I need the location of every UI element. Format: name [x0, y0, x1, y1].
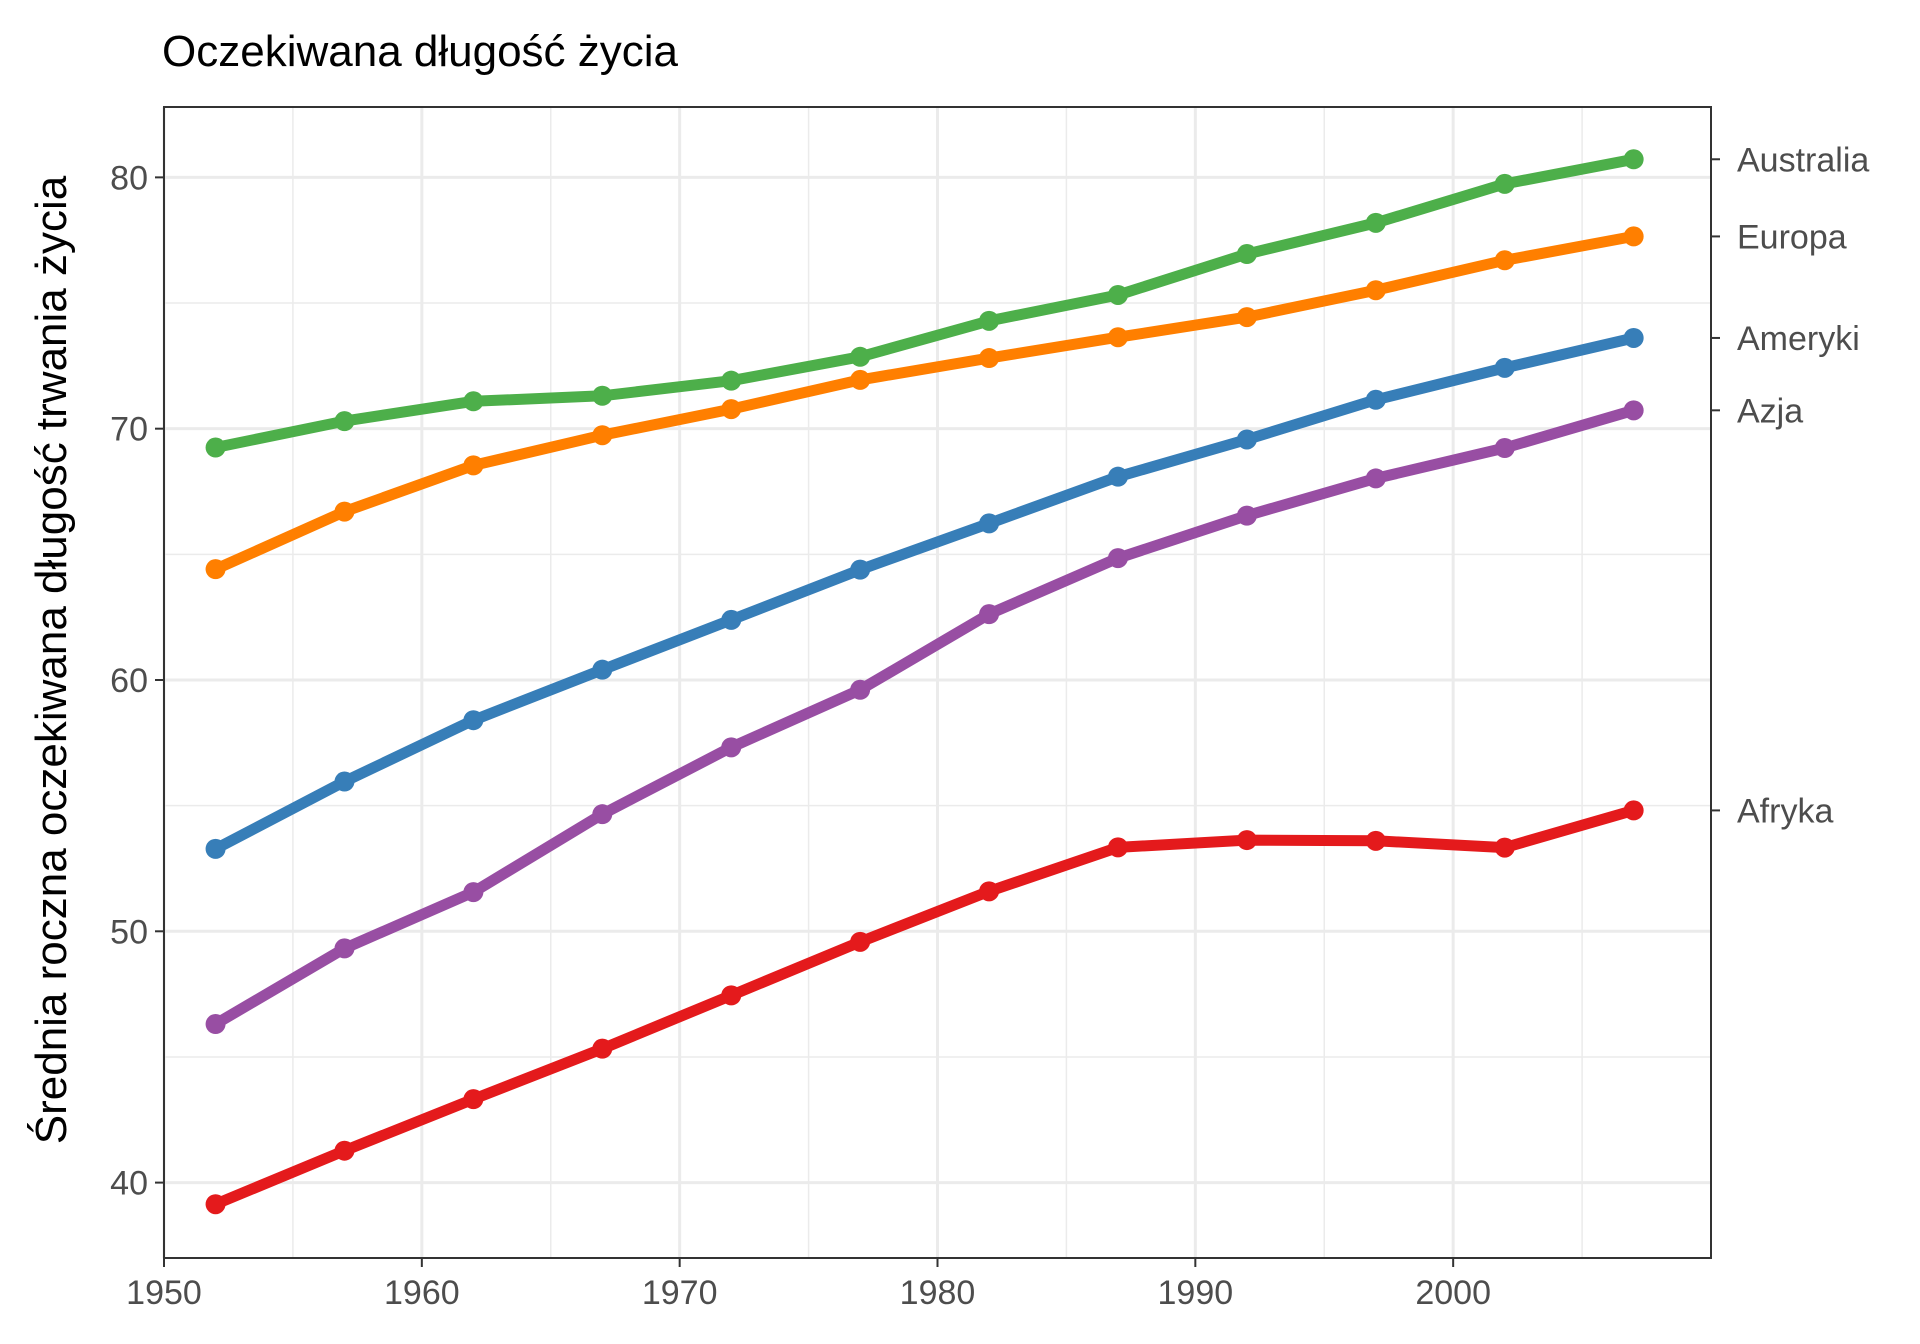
- series-line: [210, 332, 1640, 855]
- data-point: [205, 1014, 226, 1035]
- data-point: [721, 399, 742, 420]
- data-point: [1107, 837, 1128, 858]
- y-tick-label: 70: [110, 411, 148, 449]
- major-gridlines: [162, 107, 1711, 1258]
- data-point: [1623, 800, 1644, 821]
- series-label-australia: Australia: [1737, 141, 1869, 179]
- data-point: [1236, 244, 1257, 265]
- data-point: [463, 455, 484, 476]
- data-point: [1236, 830, 1257, 851]
- series-label-europa: Europa: [1737, 218, 1847, 256]
- x-tick-label: 1990: [1158, 1274, 1234, 1312]
- y-tick-label: 50: [110, 913, 148, 951]
- data-point: [1494, 438, 1515, 459]
- data-point: [1623, 149, 1644, 170]
- y-tick-label: 40: [110, 1165, 148, 1203]
- data-point: [1494, 357, 1515, 378]
- data-point: [1365, 830, 1386, 851]
- data-point: [592, 804, 613, 825]
- data-point: [1107, 548, 1128, 569]
- x-tick-label: 1950: [126, 1274, 202, 1312]
- data-point: [1623, 226, 1644, 247]
- series-line: [210, 153, 1640, 453]
- data-point: [721, 737, 742, 758]
- series-line: [210, 230, 1640, 575]
- series-label-ameryki: Ameryki: [1737, 320, 1860, 358]
- data-point: [334, 501, 355, 522]
- data-point: [592, 1038, 613, 1059]
- data-point: [205, 1194, 226, 1215]
- data-point: [850, 679, 871, 700]
- series-label-afryka: Afryka: [1737, 792, 1833, 830]
- data-point: [463, 391, 484, 412]
- data-point: [334, 771, 355, 792]
- data-point: [1623, 327, 1644, 348]
- data-point: [979, 604, 1000, 625]
- data-point: [1107, 327, 1128, 348]
- data-point: [592, 385, 613, 406]
- data-point: [1236, 307, 1257, 328]
- data-point: [979, 881, 1000, 902]
- data-point: [850, 346, 871, 367]
- series-ameryki: [205, 327, 1644, 859]
- data-point: [1236, 429, 1257, 450]
- x-tick-label: 1970: [642, 1274, 718, 1312]
- data-point: [850, 559, 871, 580]
- y-tick-label: 60: [110, 662, 148, 700]
- chart-title: Oczekiwana długość życia: [162, 27, 679, 76]
- data-point: [1494, 837, 1515, 858]
- data-point: [334, 411, 355, 432]
- series-label-azja: Azja: [1737, 392, 1803, 430]
- data-point: [1107, 466, 1128, 487]
- series-layer: [205, 149, 1644, 1215]
- data-point: [463, 1089, 484, 1110]
- data-point: [334, 938, 355, 959]
- data-point: [1494, 250, 1515, 271]
- data-point: [592, 659, 613, 680]
- data-point: [1623, 400, 1644, 421]
- axes-layer: 1950 1960 1970 1980 1990 2000 40 50 60 70 80 Austra…: [110, 141, 1869, 1312]
- data-point: [1365, 212, 1386, 233]
- data-point: [1365, 468, 1386, 489]
- data-point: [850, 931, 871, 952]
- series-afryka: [205, 800, 1644, 1215]
- data-point: [979, 348, 1000, 369]
- data-point: [1365, 280, 1386, 301]
- data-point: [334, 1140, 355, 1161]
- data-point: [850, 369, 871, 390]
- x-tick-label: 1980: [900, 1274, 976, 1312]
- x-tick-label: 1960: [384, 1274, 460, 1312]
- series-azja: [205, 400, 1644, 1035]
- data-point: [463, 710, 484, 731]
- series-line: [210, 404, 1640, 1030]
- data-point: [1365, 389, 1386, 410]
- y-axis-label: Średnia roczna oczekiwana długość trwani…: [25, 175, 76, 1144]
- data-point: [463, 882, 484, 903]
- data-point: [205, 559, 226, 580]
- data-point: [721, 609, 742, 630]
- data-point: [1236, 505, 1257, 526]
- series-line: [210, 804, 1640, 1210]
- y-tick-label: 80: [110, 159, 148, 197]
- data-point: [592, 425, 613, 446]
- data-point: [1494, 173, 1515, 194]
- x-tick-label: 2000: [1415, 1274, 1491, 1312]
- data-point: [205, 437, 226, 458]
- series-australia: [205, 149, 1644, 458]
- data-point: [979, 513, 1000, 534]
- series-europa: [205, 226, 1644, 580]
- data-point: [721, 985, 742, 1006]
- data-point: [1107, 284, 1128, 305]
- data-point: [979, 310, 1000, 331]
- data-point: [721, 370, 742, 391]
- data-point: [205, 838, 226, 859]
